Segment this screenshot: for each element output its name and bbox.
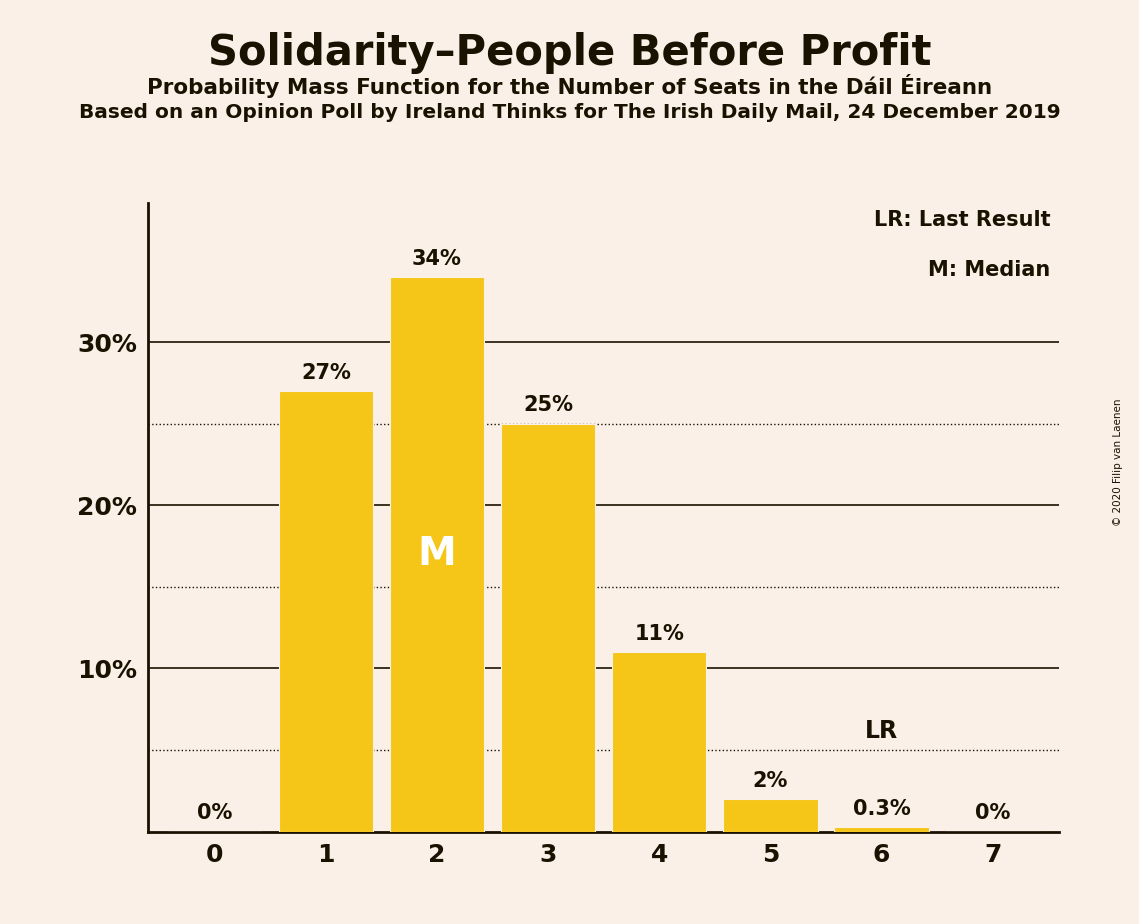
Text: 2%: 2%	[753, 771, 788, 791]
Bar	[390, 276, 484, 832]
Text: Solidarity–People Before Profit: Solidarity–People Before Profit	[207, 32, 932, 74]
Text: Probability Mass Function for the Number of Seats in the Dáil Éireann: Probability Mass Function for the Number…	[147, 74, 992, 98]
Text: M: M	[418, 535, 457, 573]
Text: © 2020 Filip van Laenen: © 2020 Filip van Laenen	[1114, 398, 1123, 526]
Bar	[612, 652, 706, 832]
Bar	[723, 799, 818, 832]
Text: 0%: 0%	[197, 804, 232, 823]
Text: LR: LR	[865, 720, 898, 744]
Bar	[834, 827, 928, 832]
Text: 27%: 27%	[301, 363, 351, 383]
Text: M: Median: M: Median	[928, 260, 1050, 280]
Text: Based on an Opinion Poll by Ireland Thinks for The Irish Daily Mail, 24 December: Based on an Opinion Poll by Ireland Thin…	[79, 103, 1060, 123]
Text: 0.3%: 0.3%	[853, 798, 910, 819]
Text: 11%: 11%	[634, 624, 685, 644]
Bar	[501, 423, 596, 832]
Text: 34%: 34%	[412, 249, 462, 269]
Text: 0%: 0%	[975, 804, 1010, 823]
Text: LR: Last Result: LR: Last Result	[874, 210, 1050, 229]
Bar	[279, 391, 374, 832]
Text: 25%: 25%	[523, 395, 573, 416]
